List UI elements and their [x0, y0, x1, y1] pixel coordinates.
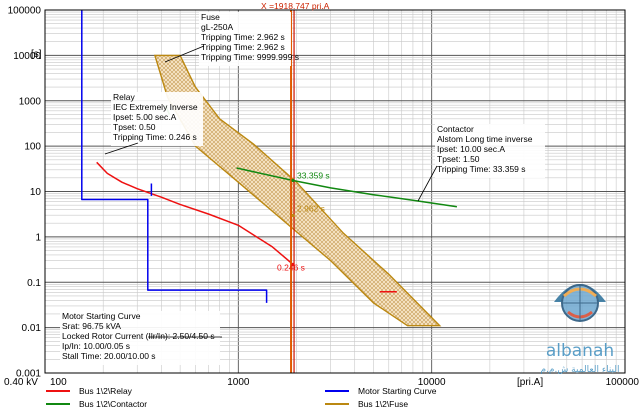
motor-annotation-line: Srat: 96.75 kVA [62, 321, 121, 331]
x-tick-label: 10000 [418, 377, 446, 388]
fuse-annotation-line: Tripping Time: 9999.999 s [201, 52, 299, 62]
relay-pointer [104, 142, 139, 155]
motor-annotation-line: Stall Time: 20.00/10.00 s [62, 351, 156, 361]
y-tick-label: 10000 [13, 51, 41, 62]
y-axis-unit: [s] [31, 49, 42, 60]
fuse-annotation-line: Tripping Time: 2.962 s [201, 42, 285, 52]
y-tick-label: 100000 [8, 6, 42, 17]
grid [44, 10, 625, 374]
fuse-annotation-line: Tripping Time: 2.962 s [201, 32, 285, 42]
value-marker [291, 178, 295, 183]
y-tick-label: 10 [30, 187, 42, 198]
labels-layer: X =1918.747 pri.A 33.359 s 2.962 s 0.246 s F… [60, 1, 545, 365]
y-tick-label: 1 [35, 232, 41, 243]
relay-annotation-line: Relay [113, 92, 135, 102]
x-tick-label: 1000 [227, 377, 250, 388]
value-label: 33.359 s [297, 170, 330, 180]
motor-annotation-box [60, 311, 220, 365]
x-tick-label: 100000 [606, 377, 640, 388]
motor-annotation-line: Locked Rotor Current (Ilr/In): 2.50/4.50… [62, 331, 215, 341]
fuse-pointer [164, 45, 205, 63]
legend-label: Bus 1\2\Fuse [358, 399, 408, 409]
legend-label: Motor Starting Curve [358, 386, 437, 396]
contactor-annotation-line: Alstom Long time inverse [437, 134, 533, 144]
fuse-annotation-line: Fuse [201, 12, 220, 22]
y-tick-label: 1000 [19, 96, 42, 107]
legend: Bus 1\2\Relay Motor Starting Curve Bus 1\2… [46, 386, 437, 409]
axis-ticks: 100000 10000 1000 100 10 1 0.1 0.01 0.001 1000 100… [4, 6, 639, 389]
relay-annotation-line: Tpset: 0.50 [113, 122, 156, 132]
value-label: 2.962 s [297, 203, 325, 213]
fuse-band [153, 54, 442, 327]
relay-annotation-line: IEC Extremely Inverse [113, 102, 198, 112]
x-tick-label: 100 [50, 377, 67, 388]
legend-label: Bus 1\2\Contactor [79, 399, 147, 409]
contactor-pointer [417, 165, 438, 202]
plot-frame [44, 9, 626, 374]
series-line-4 [81, 10, 268, 303]
relay-annotation-box [111, 92, 203, 146]
motor-annotation-line: Ip/In: 10.00/0.05 s [62, 341, 130, 351]
contactor-annotation-box [435, 124, 545, 178]
series-line-0 [96, 161, 294, 266]
contactor-annotation-line: Tripping Time: 33.359 s [437, 164, 526, 174]
series-line-2 [236, 167, 458, 208]
x-axis-prefix: 0.40 kV [4, 377, 38, 388]
y-tick-label: 0.001 [16, 369, 41, 380]
y-tick-label: 0.1 [27, 278, 41, 289]
series-layer [81, 10, 458, 373]
relay-annotation-line: Tripping Time: 0.246 s [113, 132, 197, 142]
watermark-brand: albanah [546, 341, 614, 361]
contactor-annotation-line: Ipset: 10.00 sec.A [437, 144, 505, 154]
fuse-annotation-line: gL-250A [201, 22, 233, 32]
x-axis-unit: [pri.A] [517, 377, 543, 388]
value-label: 0.246 s [277, 263, 305, 273]
value-marker [291, 262, 295, 267]
value-marker [291, 213, 295, 218]
cursor-label: X =1918.747 pri.A [261, 1, 330, 11]
watermark-tagline: البناء العالمية ش.م.م [540, 365, 619, 375]
contactor-annotation-line: Tpset: 1.50 [437, 154, 480, 164]
relay-annotation-line: Ipset: 5.00 sec.A [113, 112, 177, 122]
albanah-logo: albanah البناء العالمية ش.م.م [540, 284, 620, 375]
contactor-annotation-line: Contactor [437, 124, 474, 134]
fuse-annotation-box [199, 12, 291, 66]
legend-label: Bus 1\2\Relay [79, 386, 133, 396]
motor-annotation-line: Motor Starting Curve [62, 311, 141, 321]
y-tick-label: 100 [24, 142, 41, 153]
y-tick-label: 0.01 [22, 323, 42, 334]
